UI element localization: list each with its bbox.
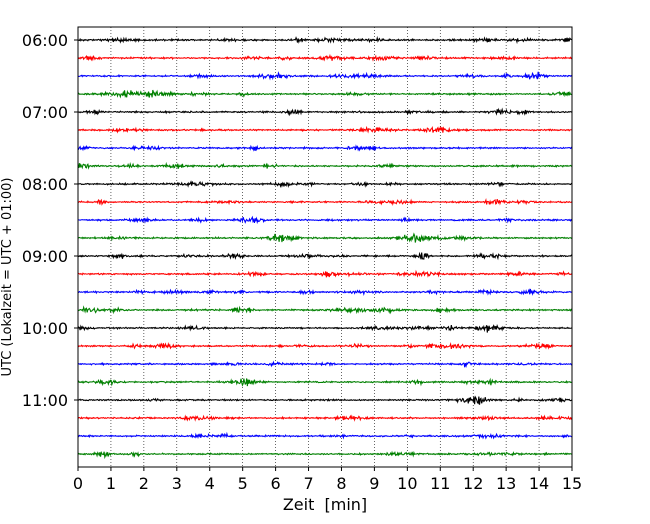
trace-0615 [77,53,573,62]
x-tick-label: 5 [238,474,248,493]
trace-0830 [77,215,573,225]
y-tick-label: 07:00 [22,103,68,122]
x-tick-label: 13 [496,474,516,493]
trace-0600 [77,35,573,45]
trace-layer [77,35,573,460]
x-tick-label: 6 [271,474,281,493]
x-tick-label: 9 [369,474,379,493]
trace-0915 [77,269,573,278]
x-tick-label: 4 [205,474,215,493]
x-tick-label: 10 [397,474,417,493]
y-tick-label: 10:00 [22,319,68,338]
axes-frame [77,26,573,468]
x-tick-label: 0 [73,474,83,493]
trace-0715 [77,125,573,134]
trace-1145 [77,450,573,460]
trace-0730 [77,144,573,152]
x-tick-label: 14 [529,474,549,493]
trace-0700 [77,107,573,117]
x-tick-label: 8 [336,474,346,493]
trace-1115 [77,414,573,422]
trace-1030 [77,360,573,369]
trace-1100 [77,395,573,405]
tick-layer: 0 1 2 3 4 5 6 7 8 9 10 11 12 13 14 1506:0007:0008:0009:… [22,31,582,493]
x-tick-label: 11 [430,474,450,493]
trace-1015 [77,341,573,350]
trace-1045 [77,377,573,387]
y-tick-label: 09:00 [22,247,68,266]
y-axis-label: UTC (Lokalzeit = UTC + 01:00) [0,178,15,377]
x-tick-label: 12 [463,474,483,493]
x-tick-label: 1 [106,474,116,493]
trace-0800 [77,180,573,189]
grid-layer [110,27,540,467]
x-tick-label: 7 [303,474,313,493]
y-tick-label: 11:00 [22,391,68,410]
trace-0645 [77,89,573,99]
x-tick-label: 15 [562,474,582,493]
trace-0900 [77,251,573,261]
trace-0745 [77,161,573,170]
trace-1130 [77,431,573,440]
trace-0630 [77,71,573,81]
x-tick-label: 3 [172,474,182,493]
trace-0845 [77,232,573,243]
trace-0815 [77,198,573,206]
trace-1000 [77,323,573,333]
y-tick-label: 06:00 [22,31,68,50]
trace-0945 [77,305,573,315]
y-tick-label: 08:00 [22,175,68,194]
trace-0930 [77,288,573,296]
x-tick-label: 2 [139,474,149,493]
x-axis-label: Zeit [min] [283,495,367,514]
